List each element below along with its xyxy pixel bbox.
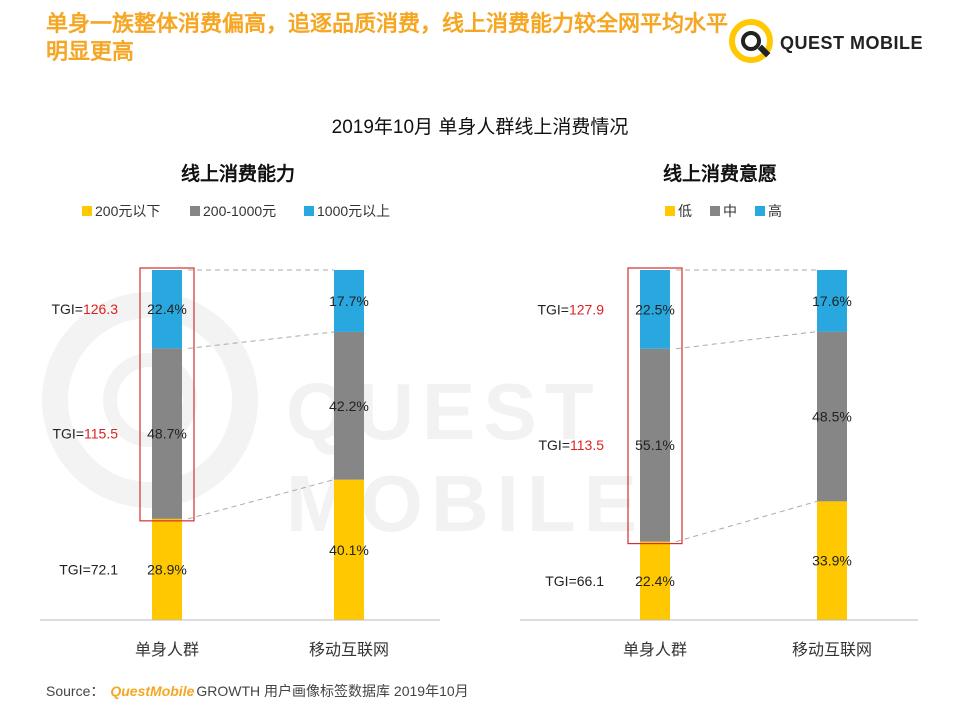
logo-inner-icon — [741, 31, 761, 51]
bar-1-1-seg-2 — [152, 348, 182, 519]
tgi-prefix-2-1: TGI= — [545, 573, 577, 589]
connector-2-2 — [675, 331, 818, 350]
value-label-1-1-2: 48.7% — [147, 426, 187, 442]
legend-label-2-1: 低 — [678, 203, 692, 219]
value-label-2-2-1: 33.9% — [812, 553, 852, 569]
value-label-2-2-2: 48.5% — [812, 408, 852, 424]
tgi-value-2-1: 66.1 — [577, 573, 604, 589]
legend-label-1-3: 1000元以上 — [317, 203, 390, 219]
tgi-prefix-1-1: TGI= — [59, 561, 91, 577]
chart-title-2: 线上消费意愿 — [663, 162, 777, 185]
value-label-1-2-2: 42.2% — [329, 398, 369, 414]
tgi-label-1-3: TGI=126.3 — [51, 301, 118, 317]
connector-1-1 — [187, 479, 335, 520]
source-note: Source： QuestMobile GROWTH 用户画像标签数据库 2019年… — [46, 681, 469, 701]
category-label-2-1: 单身人群 — [623, 641, 687, 659]
tgi-prefix-2-2: TGI= — [538, 437, 570, 453]
chart-title-1: 线上消费能力 — [181, 162, 295, 185]
value-label-2-1-2: 55.1% — [635, 437, 675, 453]
legend-label-2-3: 高 — [768, 203, 782, 219]
category-label-1-2: 移动互联网 — [309, 641, 389, 659]
bar-2-1-seg-1 — [640, 541, 670, 620]
legend-swatch-1-2 — [190, 206, 200, 216]
tgi-value-2-2: 113.5 — [570, 437, 604, 453]
bar-2-1-seg-2 — [640, 348, 670, 542]
tgi-value-2-3: 127.9 — [569, 301, 604, 317]
tgi-label-2-2: TGI=113.5 — [538, 437, 604, 453]
tgi-value-1-2: 115.5 — [84, 426, 118, 442]
headline: 单身一族整体消费偏高，追逐品质消费，线上消费能力较全网平均水平明显更高 — [46, 11, 729, 64]
legend-label-2-2: 中 — [723, 203, 737, 219]
bar-1-2-seg-2 — [334, 331, 364, 480]
charts-area: 线上消费能力 200元以下 200-1000元 1000元以上 28.9% 48.7% 22… — [40, 162, 918, 659]
tgi-label-1-2: TGI=115.5 — [52, 426, 118, 442]
tgi-prefix-2-3: TGI= — [537, 301, 569, 317]
source-brand: QuestMobile — [110, 683, 195, 699]
value-label-1-2-3: 17.7% — [329, 293, 369, 309]
logo-ring-icon — [729, 19, 773, 63]
legend-swatch-2-2 — [710, 206, 720, 216]
bar-2-2-seg-3 — [817, 270, 847, 332]
tgi-label-2-1: TGI=66.1 — [545, 573, 604, 589]
legend-label-1-1: 200元以下 — [95, 203, 160, 219]
connector-2-1 — [675, 500, 818, 543]
tgi-value-1-3: 126.3 — [83, 301, 118, 317]
main-title: 2019年10月 单身人群线上消费情况 — [331, 117, 629, 138]
value-label-1-1-3: 22.4% — [147, 301, 187, 317]
source-text: GROWTH 用户画像标签数据库 2019年10月 — [196, 683, 469, 699]
quest-mobile-logo — [729, 19, 773, 63]
value-label-1-2-1: 40.1% — [329, 542, 369, 558]
category-label-2-2: 移动互联网 — [792, 641, 872, 659]
value-label-1-1-1: 28.9% — [147, 561, 187, 577]
legend-swatch-1-3 — [304, 206, 314, 216]
source-label: Source： — [46, 683, 105, 699]
bar-2-1-seg-3 — [640, 270, 670, 349]
bar-1-1-seg-3 — [152, 270, 182, 349]
bar-1-2-seg-3 — [334, 270, 364, 332]
value-label-2-2-3: 17.6% — [812, 293, 852, 309]
bar-1-2-seg-1 — [334, 479, 364, 620]
bar-2-2-seg-2 — [817, 331, 847, 502]
tgi-label-1-1: TGI=72.1 — [59, 561, 118, 577]
category-label-1-1: 单身人群 — [135, 641, 199, 659]
legend-label-1-2: 200-1000元 — [203, 203, 276, 219]
highlight-box-2 — [627, 267, 683, 545]
tgi-prefix-1-3: TGI= — [51, 301, 83, 317]
legend-swatch-1-1 — [82, 206, 92, 216]
bar-2-2-seg-1 — [817, 501, 847, 620]
logo-text: QUEST MOBILE — [780, 33, 924, 53]
value-label-2-1-3: 22.5% — [635, 301, 675, 317]
tgi-label-2-3: TGI=127.9 — [537, 301, 604, 317]
value-label-2-1-1: 22.4% — [635, 573, 675, 589]
tgi-value-1-1: 72.1 — [91, 561, 118, 577]
bar-1-1-seg-1 — [152, 518, 182, 620]
legend-swatch-2-3 — [755, 206, 765, 216]
highlight-box-1 — [139, 267, 195, 522]
legend-swatch-2-1 — [665, 206, 675, 216]
connector-1-2 — [187, 331, 335, 349]
tgi-prefix-1-2: TGI= — [52, 426, 84, 442]
